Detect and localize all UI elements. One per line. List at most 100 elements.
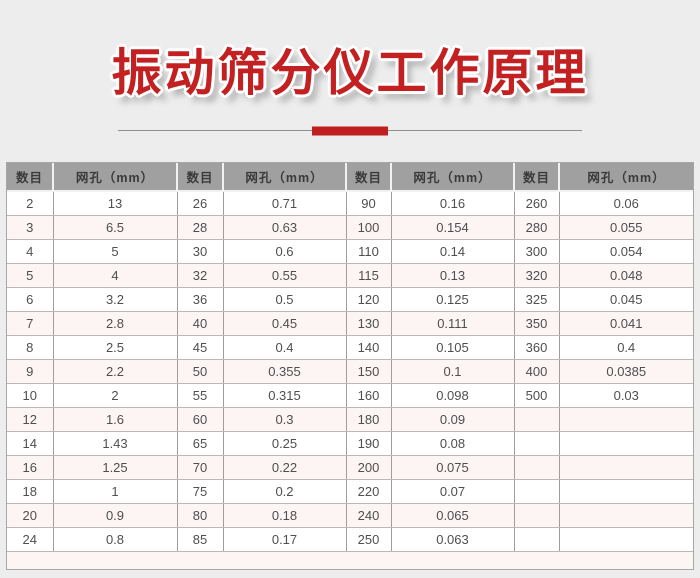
- table-cell: 0.4: [558, 334, 693, 360]
- table-cell: 0.1: [390, 358, 515, 384]
- table-cell: 24: [7, 526, 54, 552]
- divider-accent-bar: [312, 126, 388, 135]
- table-cell: 240: [345, 502, 392, 528]
- table-cell: 85: [176, 526, 224, 552]
- table-cell: 0.105: [390, 334, 515, 360]
- table-cell: 0.06: [558, 190, 693, 216]
- table-cell: 26: [176, 190, 224, 216]
- table-cell: [558, 454, 693, 480]
- table-cell: 0.25: [222, 430, 347, 456]
- table-cell: 90: [345, 190, 392, 216]
- table-cell: 4: [7, 238, 54, 264]
- table-cell: 0.71: [222, 190, 347, 216]
- table-cell: 150: [345, 358, 392, 384]
- table-cell: 500: [513, 382, 560, 408]
- table-cell: 280: [513, 214, 560, 240]
- table-cell: 0.09: [390, 406, 515, 432]
- table-header-row: 数目 网孔（mm） 数目 网孔（mm） 数目 网孔（mm） 数目 网孔（mm）: [7, 163, 693, 192]
- table-row: 16 1.25 70 0.22 200 0.075: [7, 454, 693, 480]
- table-row: 5 4 32 0.55 115 0.13 320 0.048: [7, 262, 693, 288]
- table-cell: 0.45: [222, 310, 347, 336]
- table-cell: 2.2: [52, 358, 178, 384]
- table-cell: 325: [513, 286, 560, 312]
- table-cell: 0.048: [558, 262, 693, 288]
- table-cell: 30: [176, 238, 224, 264]
- col-header-aperture-mm: 网孔（mm）: [558, 163, 693, 192]
- table-cell: 70: [176, 454, 224, 480]
- table-cell: 3.2: [52, 286, 178, 312]
- table-cell: 0.08: [390, 430, 515, 456]
- table-cell: 8: [7, 334, 54, 360]
- col-header-mesh-count: 数目: [176, 163, 224, 192]
- table-cell: 0.125: [390, 286, 515, 312]
- table-cell: [558, 502, 693, 528]
- table-cell: 0.315: [222, 382, 347, 408]
- table-row: 3 6.5 28 0.63 100 0.154 280 0.055: [7, 214, 693, 240]
- table-cell: 5: [52, 238, 178, 264]
- table-row: 7 2.8 40 0.45 130 0.111 350 0.041: [7, 310, 693, 336]
- table-cell: 0.3: [222, 406, 347, 432]
- table-cell: 0.55: [222, 262, 347, 288]
- table-cell: 100: [345, 214, 392, 240]
- table-cell: [558, 478, 693, 504]
- table-row: 18 1 75 0.2 220 0.07: [7, 478, 693, 504]
- table-cell: [558, 406, 693, 432]
- table-cell: 0.03: [558, 382, 693, 408]
- table-cell: 0.9: [52, 502, 178, 528]
- table-cell: 4: [52, 262, 178, 288]
- table-cell: 320: [513, 262, 560, 288]
- table-container: 数目 网孔（mm） 数目 网孔（mm） 数目 网孔（mm） 数目 网孔（mm） 2 13 26 0.…: [6, 162, 694, 570]
- table-cell: 0.075: [390, 454, 515, 480]
- table-cell: 45: [176, 334, 224, 360]
- table-cell: 20: [7, 502, 54, 528]
- table-row: 24 0.8 85 0.17 250 0.063: [7, 526, 693, 552]
- table-cell: 2: [52, 382, 178, 408]
- table-cell: 220: [345, 478, 392, 504]
- table-cell: [558, 430, 693, 456]
- table-cell: 28: [176, 214, 224, 240]
- table-cell: 190: [345, 430, 392, 456]
- table-cell: 400: [513, 358, 560, 384]
- table-cell: 0.18: [222, 502, 347, 528]
- table-cell: 0.63: [222, 214, 347, 240]
- table-row: 8 2.5 45 0.4 140 0.105 360 0.4: [7, 334, 693, 360]
- table-cell: 0.6: [222, 238, 347, 264]
- table-cell: 2.5: [52, 334, 178, 360]
- table-body: 2 13 26 0.71 90 0.16 260 0.06 3 6.5 28 0.63 100 0.154…: [7, 190, 693, 552]
- table-cell: 350: [513, 310, 560, 336]
- col-header-aperture-mm: 网孔（mm）: [390, 163, 515, 192]
- table-cell: 1.25: [52, 454, 178, 480]
- table-row: 14 1.43 65 0.25 190 0.08: [7, 430, 693, 456]
- table-cell: 6: [7, 286, 54, 312]
- table-cell: 115: [345, 262, 392, 288]
- table-cell: 0.045: [558, 286, 693, 312]
- table-cell: 0.17: [222, 526, 347, 552]
- table-cell: 200: [345, 454, 392, 480]
- table-cell: 10: [7, 382, 54, 408]
- table-cell: 32: [176, 262, 224, 288]
- table-cell: 0.0385: [558, 358, 693, 384]
- table-cell: 55: [176, 382, 224, 408]
- table-cell: 36: [176, 286, 224, 312]
- table-row: 6 3.2 36 0.5 120 0.125 325 0.045: [7, 286, 693, 312]
- table-cell: 0.13: [390, 262, 515, 288]
- table-cell: 260: [513, 190, 560, 216]
- col-header-mesh-count: 数目: [345, 163, 392, 192]
- table-cell: 160: [345, 382, 392, 408]
- table-cell: 0.065: [390, 502, 515, 528]
- table-cell: 180: [345, 406, 392, 432]
- table-cell: 0.041: [558, 310, 693, 336]
- table-cell: 16: [7, 454, 54, 480]
- table-cell: 110: [345, 238, 392, 264]
- table-cell: 2.8: [52, 310, 178, 336]
- table-cell: 1.6: [52, 406, 178, 432]
- table-cell: [558, 526, 693, 552]
- col-header-aperture-mm: 网孔（mm）: [52, 163, 178, 192]
- mesh-aperture-table: 数目 网孔（mm） 数目 网孔（mm） 数目 网孔（mm） 数目 网孔（mm） 2 13 26 0.…: [7, 163, 693, 569]
- table-row: 20 0.9 80 0.18 240 0.065: [7, 502, 693, 528]
- table-cell: 0.16: [390, 190, 515, 216]
- table-cell: 0.4: [222, 334, 347, 360]
- table-cell: 1.43: [52, 430, 178, 456]
- table-cell: 14: [7, 430, 54, 456]
- table-cell: 0.098: [390, 382, 515, 408]
